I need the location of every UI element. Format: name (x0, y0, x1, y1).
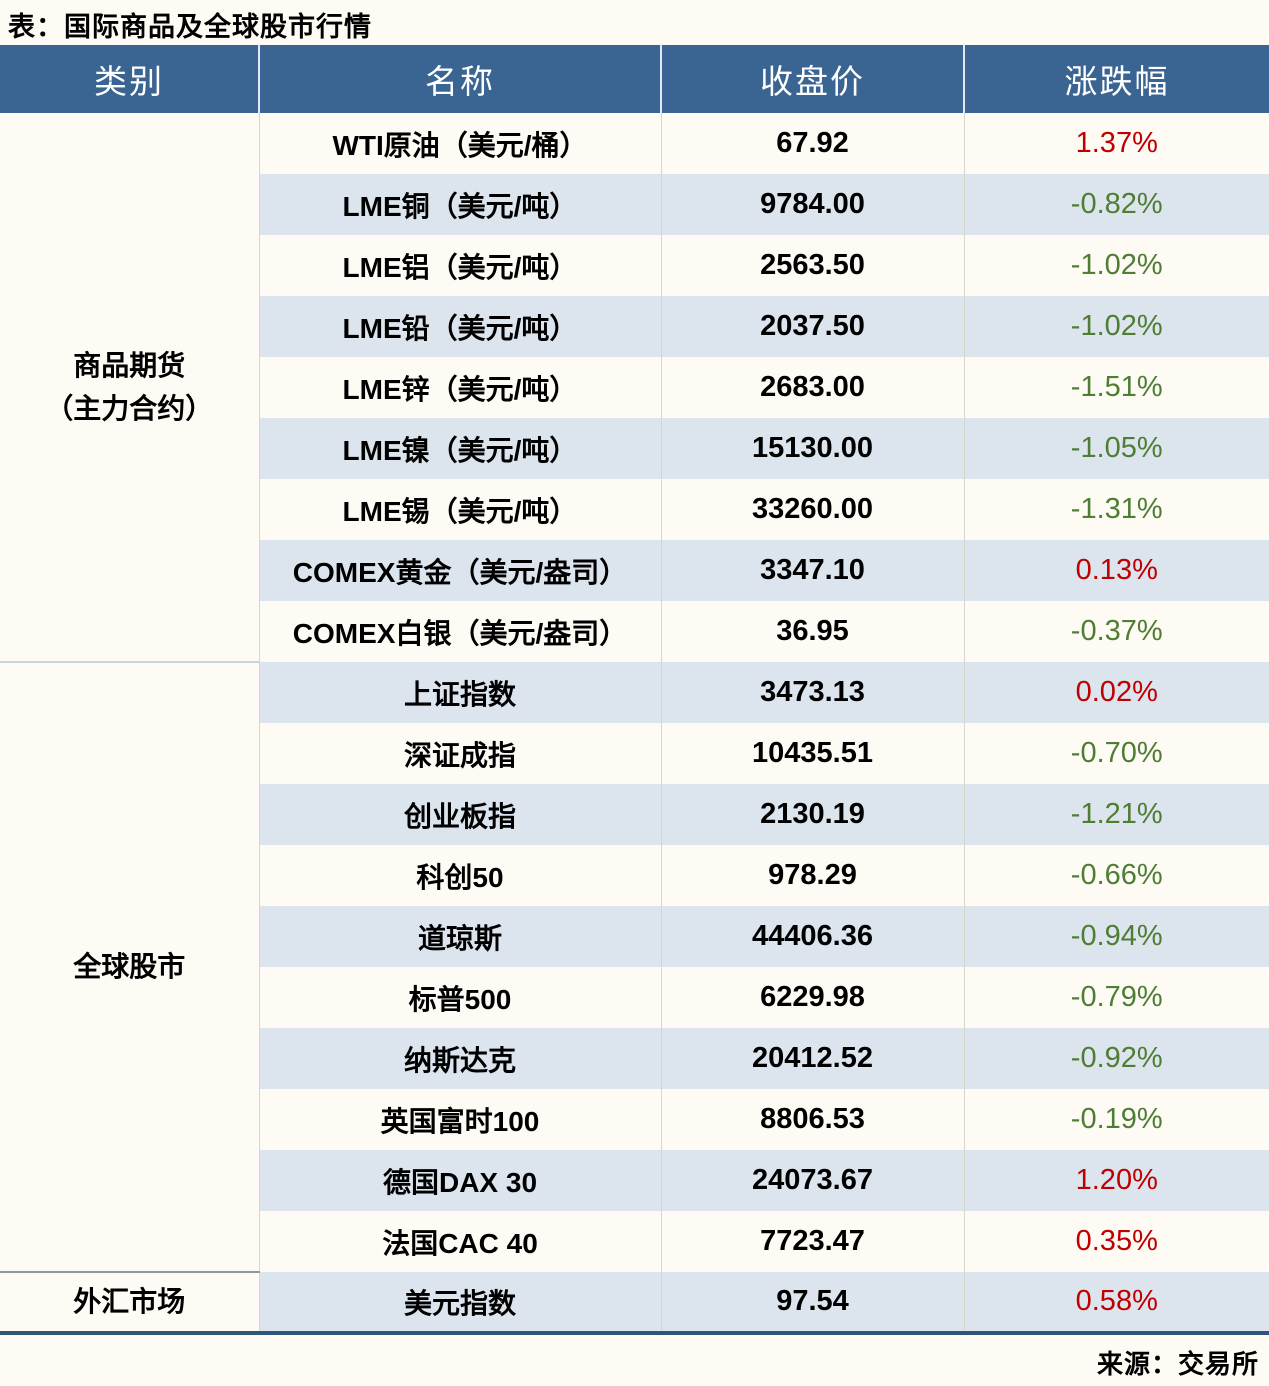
pct-cell: -0.79% (963, 967, 1269, 1028)
close-cell: 2563.50 (660, 235, 964, 296)
table-row: COMEX白银（美元/盎司） 36.95 -0.37% (0, 601, 1269, 662)
page-title: 表：国际商品及全球股市行情 (8, 12, 372, 42)
table-row: LME镍（美元/吨） 15130.00 -1.05% (0, 418, 1269, 479)
pct-cell: -0.92% (963, 1028, 1269, 1089)
column-header-close: 收盘价 (660, 45, 964, 113)
name-cell: 深证成指 (258, 723, 661, 784)
close-cell: 44406.36 (660, 906, 964, 967)
table-row: COMEX黄金（美元/盎司） 3347.10 0.13% (0, 540, 1269, 601)
table-row: 德国DAX 30 24073.67 1.20% (0, 1150, 1269, 1211)
name-cell: WTI原油（美元/桶） (258, 113, 661, 174)
table-row: 深证成指 10435.51 -0.70% (0, 723, 1269, 784)
table-row: LME铅（美元/吨） 2037.50 -1.02% (0, 296, 1269, 357)
close-cell: 20412.52 (660, 1028, 964, 1089)
pct-cell: -0.19% (963, 1089, 1269, 1150)
pct-cell: 1.20% (963, 1150, 1269, 1211)
pct-cell: 0.02% (963, 662, 1269, 723)
close-cell: 8806.53 (660, 1089, 964, 1150)
table-row: 标普500 6229.98 -0.79% (0, 967, 1269, 1028)
name-cell: LME铝（美元/吨） (258, 235, 661, 296)
close-cell: 97.54 (660, 1272, 964, 1333)
category-cell-global-stocks: 全球股市 (0, 661, 259, 1272)
header-row: 类别 名称 收盘价 涨跌幅 (0, 45, 1269, 113)
table-row: 道琼斯 44406.36 -0.94% (0, 906, 1269, 967)
pct-cell: -1.31% (963, 479, 1269, 540)
name-cell: 标普500 (258, 967, 661, 1028)
close-cell: 9784.00 (660, 174, 964, 235)
close-cell: 2130.19 (660, 784, 964, 845)
name-cell: LME铜（美元/吨） (258, 174, 661, 235)
name-cell: LME锌（美元/吨） (258, 357, 661, 418)
pct-cell: 0.58% (963, 1272, 1269, 1333)
table-row: LME铝（美元/吨） 2563.50 -1.02% (0, 235, 1269, 296)
name-cell: LME镍（美元/吨） (258, 418, 661, 479)
market-table: 类别 名称 收盘价 涨跌幅 商品期货 （主力合约） WTI原油（美元/桶） 67… (0, 45, 1269, 1335)
category-cell-commodities: 商品期货 （主力合约） (0, 113, 259, 662)
pct-cell: 1.37% (963, 113, 1269, 174)
name-cell: LME锡（美元/吨） (258, 479, 661, 540)
close-cell: 2683.00 (660, 357, 964, 418)
pct-cell: -0.94% (963, 906, 1269, 967)
column-header-category: 类别 (0, 45, 259, 113)
close-cell: 10435.51 (660, 723, 964, 784)
name-cell: COMEX白银（美元/盎司） (258, 601, 661, 662)
pct-cell: -0.82% (963, 174, 1269, 235)
pct-cell: -0.70% (963, 723, 1269, 784)
category-label-line1: 商品期货 (73, 349, 186, 381)
name-cell: COMEX黄金（美元/盎司） (258, 540, 661, 601)
category-label-line1: 全球股市 (73, 951, 186, 983)
name-cell: 纳斯达克 (258, 1028, 661, 1089)
table-row: LME锌（美元/吨） 2683.00 -1.51% (0, 357, 1269, 418)
close-cell: 24073.67 (660, 1150, 964, 1211)
table-row: LME铜（美元/吨） 9784.00 -0.82% (0, 174, 1269, 235)
name-cell: 英国富时100 (258, 1089, 661, 1150)
close-cell: 3347.10 (660, 540, 964, 601)
name-cell: 法国CAC 40 (258, 1211, 661, 1272)
close-cell: 6229.98 (660, 967, 964, 1028)
close-cell: 978.29 (660, 845, 964, 906)
close-cell: 7723.47 (660, 1211, 964, 1272)
name-cell: 创业板指 (258, 784, 661, 845)
pct-cell: 0.35% (963, 1211, 1269, 1272)
name-cell: 上证指数 (258, 662, 661, 723)
source-label: 来源：交易所 (1096, 1349, 1259, 1379)
close-cell: 67.92 (660, 113, 964, 174)
table-row: 创业板指 2130.19 -1.21% (0, 784, 1269, 845)
name-cell: 美元指数 (258, 1272, 661, 1333)
pct-cell: -1.21% (963, 784, 1269, 845)
table-header: 类别 名称 收盘价 涨跌幅 (0, 45, 1269, 113)
category-label-line2: （主力合约） (45, 393, 214, 424)
close-cell: 36.95 (660, 601, 964, 662)
name-cell: 道琼斯 (258, 906, 661, 967)
pct-cell: -1.05% (963, 418, 1269, 479)
table-row: 外汇市场 美元指数 97.54 0.58% (0, 1271, 1269, 1333)
pct-cell: -1.02% (963, 235, 1269, 296)
pct-cell: -1.51% (963, 357, 1269, 418)
table-body: 商品期货 （主力合约） WTI原油（美元/桶） 67.92 1.37% LME铜… (0, 113, 1269, 1333)
column-header-name: 名称 (258, 45, 661, 113)
table-row: 科创50 978.29 -0.66% (0, 845, 1269, 906)
close-cell: 2037.50 (660, 296, 964, 357)
close-cell: 33260.00 (660, 479, 964, 540)
close-cell: 15130.00 (660, 418, 964, 479)
table-row: 全球股市 上证指数 3473.13 0.02% (0, 661, 1269, 1272)
table-row: 法国CAC 40 7723.47 0.35% (0, 1211, 1269, 1272)
pct-cell: -0.66% (963, 845, 1269, 906)
table-row: 英国富时100 8806.53 -0.19% (0, 1089, 1269, 1150)
name-cell: 科创50 (258, 845, 661, 906)
column-header-pct: 涨跌幅 (963, 45, 1269, 113)
table-row: 商品期货 （主力合约） WTI原油（美元/桶） 67.92 1.37% (0, 113, 1269, 662)
pct-cell: -0.37% (963, 601, 1269, 662)
close-cell: 3473.13 (660, 662, 964, 723)
name-cell: 德国DAX 30 (258, 1150, 661, 1211)
table-row: 纳斯达克 20412.52 -0.92% (0, 1028, 1269, 1089)
category-label-line1: 外汇市场 (73, 1286, 186, 1318)
name-cell: LME铅（美元/吨） (258, 296, 661, 357)
pct-cell: -1.02% (963, 296, 1269, 357)
pct-cell: 0.13% (963, 540, 1269, 601)
category-cell-forex: 外汇市场 (0, 1271, 259, 1333)
table-row: LME锡（美元/吨） 33260.00 -1.31% (0, 479, 1269, 540)
